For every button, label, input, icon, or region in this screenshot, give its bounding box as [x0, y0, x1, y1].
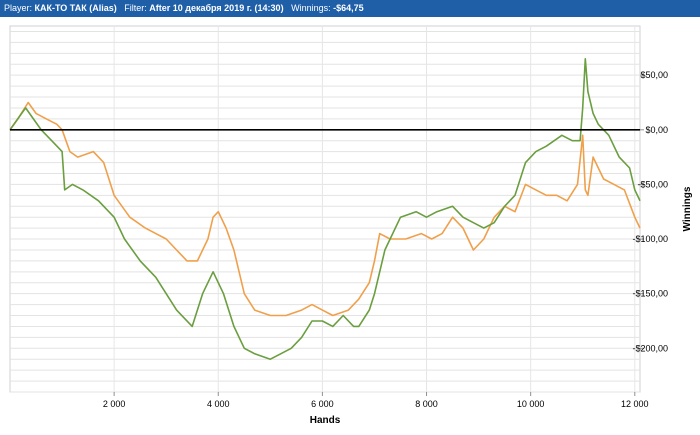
filter-label: Filter: [124, 3, 147, 13]
winnings-label: Winnings: [291, 3, 331, 13]
axis-layer: $50,00 $0,00 -$50,00 -$100,00 -$150,00 -$200,… [103, 70, 668, 409]
filter-value: After 10 декабря 2019 г. (14:30) [149, 3, 284, 13]
x-tick-label: 12 000 [621, 399, 649, 409]
player-value: КАК-ТО ТАК (Alias) [34, 3, 117, 13]
winnings-value: -$64,75 [333, 3, 364, 13]
x-tick-label: 6 000 [311, 399, 334, 409]
series-line-1 [9, 101, 641, 317]
player-label: Player: [4, 3, 33, 13]
x-tick-label: 10 000 [517, 399, 545, 409]
y-tick-label: $0,00 [645, 125, 668, 135]
series-layer [9, 57, 641, 361]
x-tick-label: 2 000 [103, 399, 126, 409]
x-tick-label: 8 000 [415, 399, 438, 409]
plot-area [9, 25, 641, 393]
x-axis-title: Hands [310, 415, 341, 426]
grid-layer [9, 25, 641, 393]
y-tick-label: $50,00 [640, 70, 668, 80]
y-tick-label: -$150,00 [632, 289, 668, 299]
series-line-2 [9, 57, 641, 361]
report-header-bar: Player: КАК-ТО ТАК (Alias) Filter: After… [0, 0, 700, 17]
winnings-chart: $50,00 $0,00 -$50,00 -$100,00 -$150,00 -$200,… [9, 25, 693, 426]
x-tick-label: 4 000 [207, 399, 230, 409]
y-tick-label: -$200,00 [632, 343, 668, 353]
y-tick-label: -$50,00 [637, 179, 668, 189]
y-axis-title: Winnings [682, 186, 693, 231]
y-tick-label: -$100,00 [632, 234, 668, 244]
